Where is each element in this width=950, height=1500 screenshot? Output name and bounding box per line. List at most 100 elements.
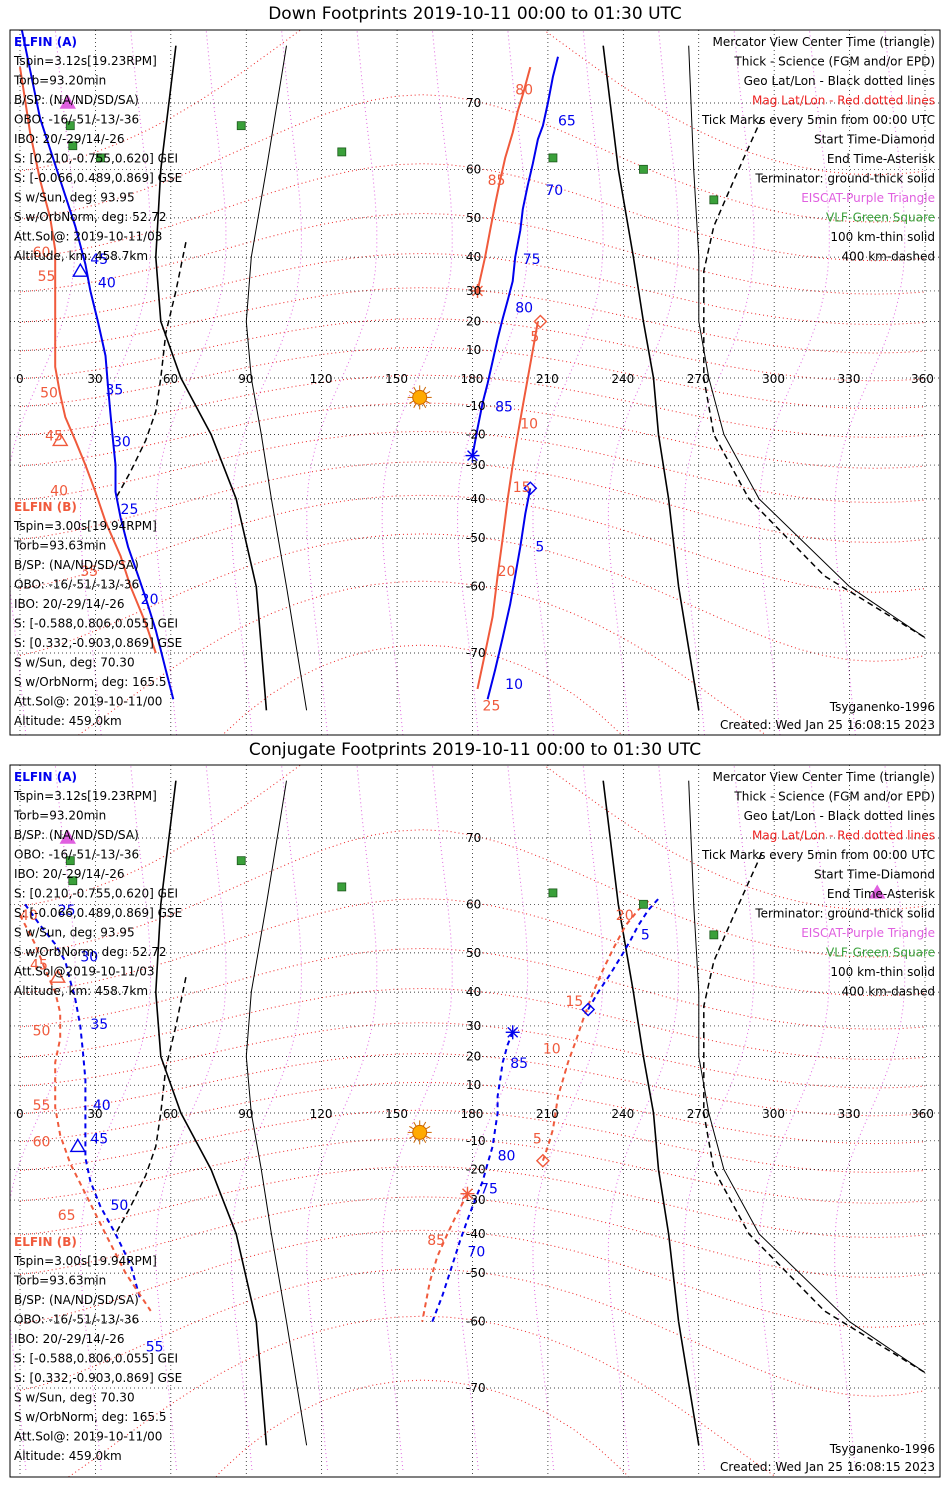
- mag-lon-line: [155, 30, 227, 735]
- vlf-square-marker: [65, 121, 75, 131]
- track-time-label: 5: [535, 539, 544, 555]
- elfin-a-info-line: Altitude, km: 458.7km: [14, 249, 148, 263]
- elfin-a-info-line: B/SP: (NA/ND/SD/SA): [14, 828, 139, 842]
- y-tick-label: -40: [466, 492, 486, 506]
- mag-lat-line: [19, 1022, 926, 1089]
- track-time-label: 20: [616, 908, 634, 924]
- terminator-line: [245, 45, 308, 711]
- terminator-line: [602, 45, 700, 711]
- track-time-label: 5: [641, 928, 650, 944]
- elfin-b-info-line: S: [-0.588,0.806,0.055] GEI: [14, 1352, 178, 1366]
- legend-item: Thick - Science (FGM and/or EPD): [733, 55, 935, 69]
- series-line: [421, 1193, 469, 1322]
- track-time-label: 70: [545, 183, 563, 199]
- elfin-b-title: ELFIN (B): [14, 500, 77, 514]
- x-tick-label: 240: [611, 372, 634, 386]
- x-tick-label: 360: [911, 1107, 934, 1121]
- series-line: [486, 488, 532, 700]
- legend-item: Tick Marks every 5min from 00:00 UTC: [701, 113, 935, 127]
- track-time-label: 25: [483, 698, 501, 714]
- mag-lat-line: [19, 374, 926, 438]
- track-time-label: 80: [515, 83, 533, 99]
- elfin-a-info-line: S w/OrbNorm, deg: 52.72: [14, 945, 166, 959]
- track-time-label: 35: [80, 564, 98, 580]
- track-time-label: 10: [520, 417, 538, 433]
- legend-item: 100 km-thin solid: [830, 965, 935, 979]
- terminator-line: [688, 45, 926, 639]
- elfin-a-info-line: IBO: 20/-29/14/-26: [14, 132, 125, 146]
- series-line: [20, 30, 175, 700]
- elfin-b-info-line: Tspin=3.00s[19.94RPM]: [13, 1254, 157, 1268]
- track-time-label: 40: [50, 483, 68, 499]
- elfin-a-info-line: S w/OrbNorm, deg: 52.72: [14, 210, 166, 224]
- legend-item: Start Time-Diamond: [814, 868, 935, 882]
- triangle-marker: [69, 1138, 87, 1153]
- track-time-label: 85: [488, 173, 506, 189]
- track-time-label: 55: [146, 1340, 164, 1356]
- x-tick-label: 240: [611, 1107, 634, 1121]
- elfin-b-info-line: S w/Sun, deg: 70.30: [14, 1391, 135, 1405]
- mag-lon-line: [230, 30, 302, 735]
- y-tick-label: 10: [466, 1078, 481, 1092]
- legend-item: EISCAT-Purple Triangle: [801, 926, 935, 940]
- triangle-marker: [59, 94, 76, 109]
- panel-0: 6570758085510808551015202545403530252060…: [9, 29, 941, 736]
- terminator-line: [154, 45, 268, 711]
- track-time-label: 50: [40, 385, 58, 401]
- elfin-b-info-line: Altitude: 459.0km: [14, 714, 122, 728]
- elfin-b-info-line: S w/OrbNorm, deg: 165.5: [14, 675, 166, 689]
- end-asterisk-marker: [465, 448, 480, 463]
- elfin-b-info-line: OBO: -16/-51/-13/-36: [14, 1313, 139, 1327]
- track-time-label: 50: [33, 1023, 51, 1039]
- x-tick-label: 270: [687, 372, 710, 386]
- track-time-label: 5: [530, 330, 539, 346]
- series-line: [431, 1031, 514, 1323]
- track-time-label: 10: [505, 677, 523, 693]
- y-tick-label: -20: [466, 1162, 486, 1176]
- x-tick-label: 60: [163, 372, 178, 386]
- x-tick-label: 330: [838, 1107, 861, 1121]
- track-time-label: 30: [113, 434, 131, 450]
- series-line: [24, 903, 142, 1302]
- elfin-a-info-line: S w/Sun, deg: 93.95: [14, 926, 135, 940]
- series-line: [476, 66, 532, 292]
- legend-item: 100 km-thin solid: [830, 230, 935, 244]
- mag-lon-line: [532, 30, 604, 735]
- track-time-label: 60: [33, 245, 51, 261]
- elfin-b-info-line: Tspin=3.00s[19.94RPM]: [13, 519, 157, 533]
- track-time-label: 65: [558, 114, 576, 130]
- y-tick-label: 70: [466, 831, 481, 845]
- triangle-marker: [52, 432, 69, 447]
- elfin-b-info-line: Att.Sol@: 2019-10-11/00: [14, 1430, 162, 1444]
- elfin-a-info-line: B/SP: (NA/ND/SD/SA): [14, 93, 139, 107]
- series-line: [471, 56, 559, 456]
- legend-item: Mercator View Center Time (triangle): [713, 35, 935, 49]
- mag-lon-line: [381, 30, 453, 735]
- track-time-label: 85: [510, 1056, 528, 1072]
- track-time-label: 30: [80, 949, 98, 965]
- mag-lon-line: [607, 30, 679, 735]
- y-tick-label: -30: [466, 458, 486, 472]
- elfin-a-info-line: S w/Sun, deg: 93.95: [14, 191, 135, 205]
- x-tick-label: 120: [310, 1107, 333, 1121]
- track-time-label: 35: [90, 1017, 108, 1033]
- elfin-a-info-line: S: [-0.066,0.489,0.869] GSE: [14, 906, 182, 920]
- mag-lon-line: [834, 30, 906, 735]
- elfin-b-info-line: IBO: 20/-29/14/-26: [14, 1332, 125, 1346]
- x-tick-label: 180: [461, 1107, 484, 1121]
- mag-lon-line: [607, 765, 679, 1471]
- elfin-b-info-line: Altitude: 459.0km: [14, 1449, 122, 1463]
- track-time-label: 85: [495, 399, 513, 415]
- track-time-label: 15: [513, 480, 531, 496]
- track-time-label: 40: [93, 1098, 111, 1114]
- y-tick-label: -40: [466, 1227, 486, 1241]
- legend-item: Mercator View Center Time (triangle): [713, 770, 935, 784]
- elfin-a-info-line: OBO: -16/-51/-13/-36: [14, 113, 139, 127]
- chart-title-conjugate: Conjugate Footprints 2019-10-11 00:00 to…: [248, 740, 702, 760]
- track-time-label: 45: [45, 428, 63, 444]
- mag-lat-line: [19, 1081, 926, 1145]
- elfin-a-info-line: IBO: 20/-29/14/-26: [14, 867, 125, 881]
- track-time-label: 20: [141, 592, 159, 608]
- x-tick-label: 210: [536, 1107, 559, 1121]
- mag-lat-line: [19, 318, 926, 382]
